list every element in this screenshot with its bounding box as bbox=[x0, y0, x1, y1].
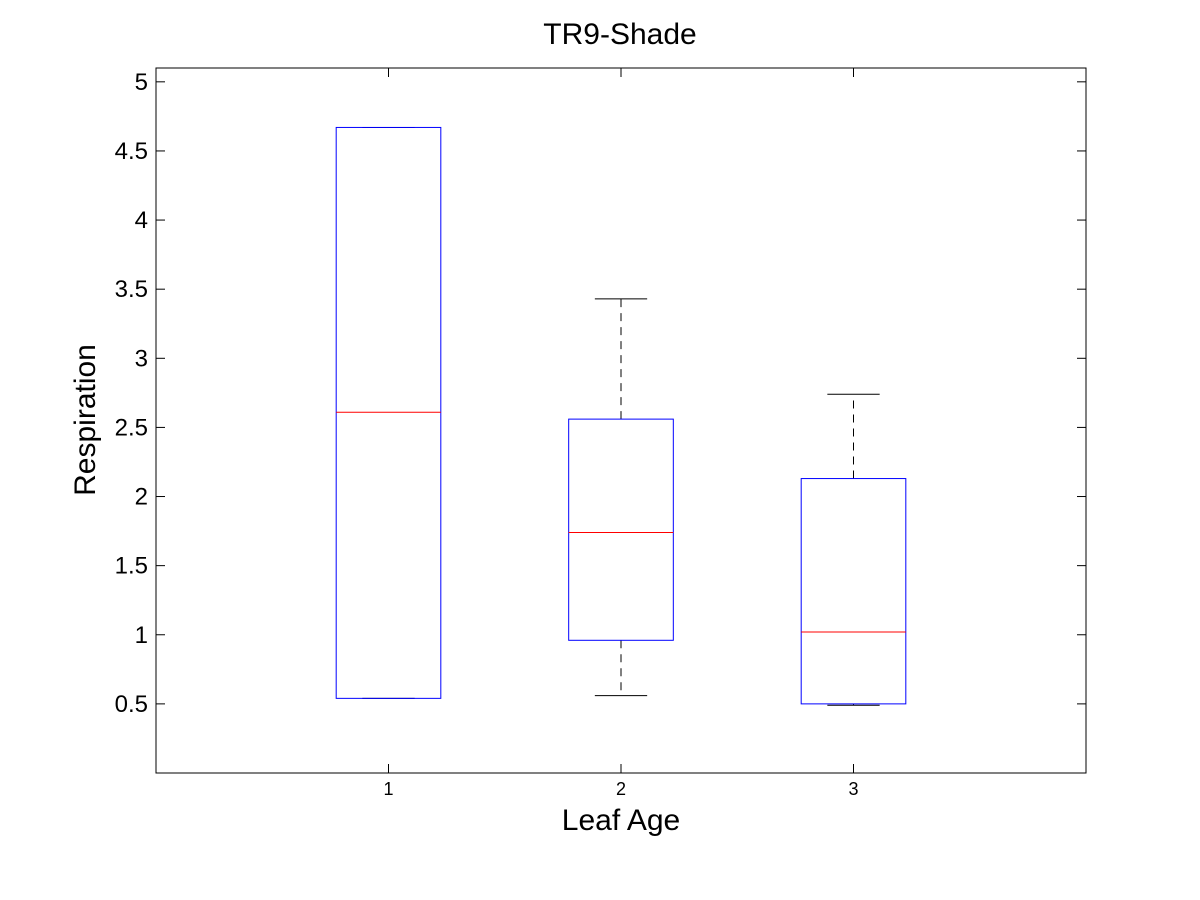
x-tick-label: 3 bbox=[848, 779, 858, 799]
x-tick-label: 2 bbox=[616, 779, 626, 799]
y-tick-label: 4 bbox=[135, 207, 148, 234]
box-series bbox=[335, 126, 907, 706]
y-tick-label: 1 bbox=[135, 622, 148, 649]
y-tick-label: 2.5 bbox=[115, 414, 148, 441]
box-iqr bbox=[800, 478, 907, 705]
y-tick-label: 2 bbox=[135, 484, 148, 511]
x-axis-label: Leaf Age bbox=[562, 804, 680, 837]
box-2 bbox=[568, 298, 674, 697]
y-tick-label: 3 bbox=[135, 345, 148, 372]
y-axis-label: Respiration bbox=[69, 344, 102, 496]
box-1 bbox=[335, 126, 442, 699]
y-axis: 0.5 1 1.5 2 2.5 3 3.5 4 4.5 5 bbox=[115, 69, 1086, 718]
y-tick-label: 3.5 bbox=[115, 276, 148, 303]
x-axis: 1 2 3 bbox=[383, 68, 859, 799]
y-tick-label: 0.5 bbox=[115, 691, 148, 718]
y-tick-label: 5 bbox=[135, 69, 148, 96]
x-tick-label: 1 bbox=[383, 779, 393, 799]
box-iqr bbox=[568, 418, 674, 641]
chart-title: TR9-Shade bbox=[543, 18, 696, 51]
box-3 bbox=[800, 393, 907, 706]
y-tick-label: 1.5 bbox=[115, 553, 148, 580]
box-iqr bbox=[335, 126, 442, 699]
y-tick-label: 4.5 bbox=[115, 138, 148, 165]
